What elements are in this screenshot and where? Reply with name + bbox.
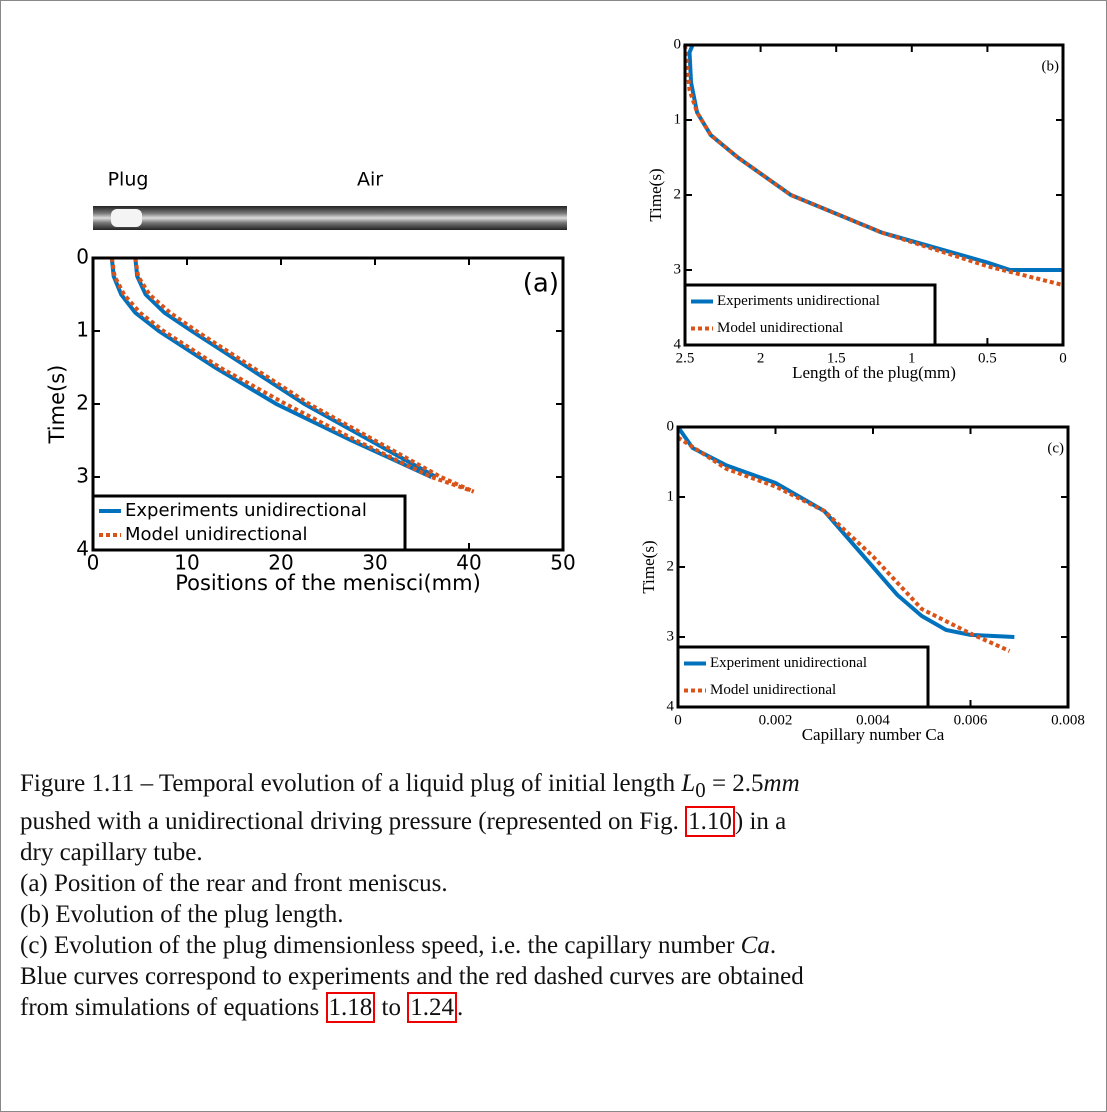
- y-tick-label: 3: [674, 261, 682, 277]
- caption-text: ) in a: [734, 808, 787, 835]
- x-tick-label: 0.008: [1051, 712, 1085, 728]
- x-tick-label: 0: [674, 712, 682, 728]
- plug-image: [111, 209, 142, 227]
- y-tick-label: 4: [76, 537, 89, 561]
- legend-label: Experiments unidirectional: [125, 500, 367, 521]
- y-tick-label: 2: [76, 391, 89, 415]
- y-tick-label: 3: [76, 464, 89, 488]
- panel-label: (c): [1047, 440, 1064, 456]
- caption-text: pushed with a unidirectional driving pre…: [20, 808, 686, 835]
- image-label: Plug: [108, 169, 149, 191]
- caption-line: pushed with a unidirectional driving pre…: [20, 806, 1107, 837]
- caption-line: (a) Position of the rear and front menis…: [20, 868, 1107, 899]
- caption-text: Blue curves correspond to experiments an…: [20, 963, 804, 990]
- caption-text: (c) Evolution of the plug dimensionless …: [20, 932, 741, 959]
- data-line: [109, 257, 475, 494]
- caption-text: = 2.5: [705, 770, 764, 797]
- x-tick-label: 10: [174, 551, 199, 575]
- caption-text: to: [375, 994, 408, 1021]
- y-axis-label: Time(s): [45, 365, 69, 445]
- panel-label: (a): [523, 269, 559, 299]
- data-line: [683, 44, 1064, 287]
- caption-line: (b) Evolution of the plug length.: [20, 899, 1107, 930]
- caption-line: from simulations of equations 1.18 to 1.…: [20, 992, 1107, 1023]
- chart: 2.5 2 1.5 1 0.5 0 0 1 2 3 4 Length of the plug(mm) T…: [646, 36, 1067, 381]
- y-tick-label: 0: [76, 245, 89, 269]
- x-tick-label: 0.006: [954, 712, 988, 728]
- y-tick-label: 2: [667, 558, 675, 574]
- caption-text: L: [681, 770, 696, 797]
- legend-label: Model unidirectional: [125, 524, 308, 545]
- y-tick-label: 2: [674, 186, 682, 202]
- x-tick-label: 0: [87, 551, 100, 575]
- data-line: [687, 44, 1063, 272]
- x-tick-label: 1: [908, 350, 916, 366]
- image-label: Air: [357, 169, 383, 191]
- y-tick-label: 1: [667, 488, 675, 504]
- cross-reference[interactable]: 1.10: [685, 806, 735, 837]
- x-tick-label: 30: [362, 551, 387, 575]
- caption-text: Figure 1.11 – Temporal evolution of a li…: [20, 770, 682, 797]
- y-axis-label: Time(s): [639, 540, 658, 593]
- cross-reference[interactable]: 1.18: [325, 992, 376, 1023]
- x-tick-label: 0.004: [856, 712, 890, 728]
- y-axis-label: Time(s): [646, 168, 665, 221]
- y-tick-label: 3: [667, 628, 675, 644]
- caption-text: dry capillary tube.: [20, 839, 203, 866]
- cross-reference[interactable]: 1.24: [407, 992, 457, 1023]
- x-axis-label: Capillary number Ca: [802, 725, 945, 744]
- x-tick-label: 40: [456, 551, 481, 575]
- caption-line: Blue curves correspond to experiments an…: [20, 961, 1107, 992]
- caption-text: .: [769, 932, 777, 959]
- caption-text: 0: [695, 778, 706, 802]
- legend-label: Experiments unidirectional: [717, 293, 880, 309]
- x-tick-label: 0.002: [759, 712, 793, 728]
- caption-text: Ca: [740, 932, 770, 959]
- data-line: [676, 425, 1015, 639]
- legend-box: [676, 645, 930, 709]
- legend-box: [91, 494, 407, 552]
- y-tick-label: 0: [667, 418, 675, 434]
- x-tick-label: 1.5: [827, 350, 846, 366]
- x-axis-label: Positions of the menisci(mm): [175, 571, 481, 595]
- x-tick-label: 50: [550, 551, 575, 575]
- x-tick-label: 0: [1059, 350, 1067, 366]
- legend-label: Model unidirectional: [717, 320, 843, 336]
- caption-text: from simulations of equations: [20, 994, 326, 1021]
- caption-text: mm: [763, 770, 800, 797]
- caption-text: .: [456, 994, 464, 1021]
- chart: 0 0.002 0.004 0.006 0.008 0 1 2 3 4 Capillary numb…: [639, 418, 1085, 743]
- y-tick-label: 0: [674, 36, 682, 52]
- chart: 0 10 20 30 40 50 0 1 2 3 4 Positions of the menisci…: [45, 245, 576, 596]
- caption-text: (b) Evolution of the plug length.: [20, 901, 344, 928]
- caption-line: dry capillary tube.: [20, 837, 1107, 868]
- legend-label: Model unidirectional: [710, 682, 836, 698]
- caption-line: (c) Evolution of the plug dimensionless …: [20, 930, 1107, 961]
- data-line: [133, 257, 475, 494]
- x-tick-label: 2: [757, 350, 765, 366]
- data-line: [676, 435, 1011, 653]
- caption-text: (a) Position of the rear and front menis…: [20, 870, 448, 897]
- panel-label: (b): [1042, 58, 1060, 74]
- caption: Figure 1.11 – Temporal evolution of a li…: [20, 768, 1107, 1023]
- legend-box: [683, 283, 937, 347]
- y-tick-label: 4: [674, 336, 682, 352]
- x-tick-label: 2.5: [676, 350, 695, 366]
- x-tick-label: 0.5: [978, 350, 997, 366]
- tube-image: [93, 206, 567, 230]
- y-tick-label: 1: [674, 111, 682, 127]
- y-tick-label: 1: [76, 318, 89, 342]
- legend-label: Experiment unidirectional: [710, 655, 867, 671]
- caption-line: Figure 1.11 – Temporal evolution of a li…: [20, 768, 1107, 806]
- x-tick-label: 20: [268, 551, 293, 575]
- x-axis-label: Length of the plug(mm): [792, 363, 956, 382]
- y-tick-label: 4: [667, 698, 675, 714]
